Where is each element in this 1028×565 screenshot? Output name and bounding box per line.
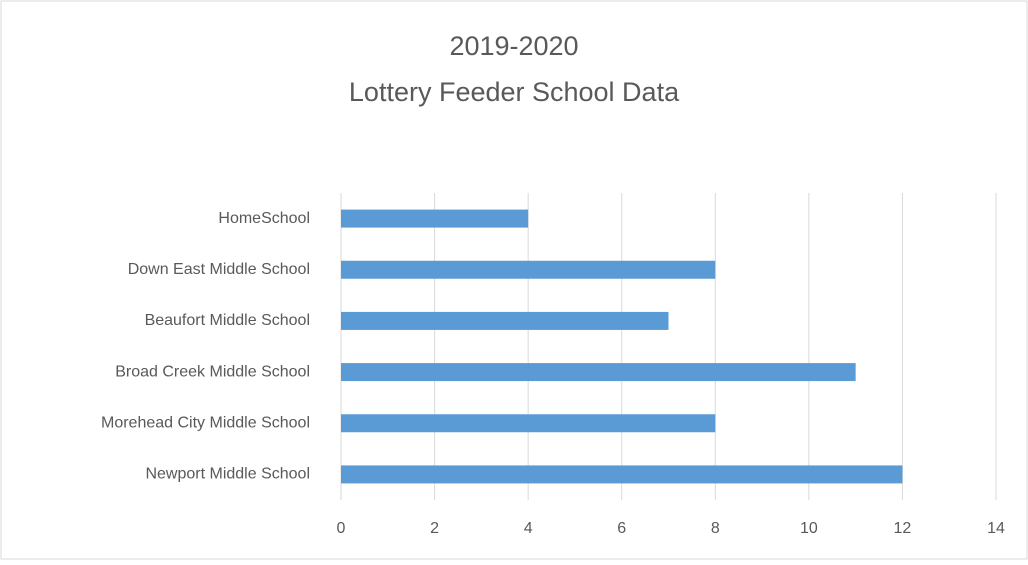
y-tick-label: Down East Middle School	[128, 261, 310, 278]
bar	[341, 414, 716, 433]
x-tick-label: 4	[524, 520, 533, 537]
y-tick-label: Broad Creek Middle School	[115, 363, 310, 380]
x-tick-label: 12	[894, 520, 912, 537]
y-tick-label: HomeSchool	[218, 210, 310, 227]
chart-title: Lottery Feeder School Data	[349, 77, 680, 107]
y-tick-label: Newport Middle School	[145, 466, 310, 483]
x-tick-label: 8	[711, 520, 720, 537]
bar	[341, 311, 669, 330]
y-tick-label: Morehead City Middle School	[101, 414, 310, 431]
bar	[341, 209, 529, 228]
chart-title: 2019-2020	[449, 31, 578, 61]
bar	[341, 260, 716, 279]
x-tick-label: 10	[800, 520, 818, 537]
x-tick-label: 2	[430, 520, 439, 537]
x-tick-label: 6	[617, 520, 626, 537]
x-tick-label: 14	[987, 520, 1005, 537]
bar	[341, 363, 856, 382]
y-tick-label: Beaufort Middle School	[145, 312, 310, 329]
bar	[341, 465, 903, 484]
x-tick-label: 0	[337, 520, 346, 537]
